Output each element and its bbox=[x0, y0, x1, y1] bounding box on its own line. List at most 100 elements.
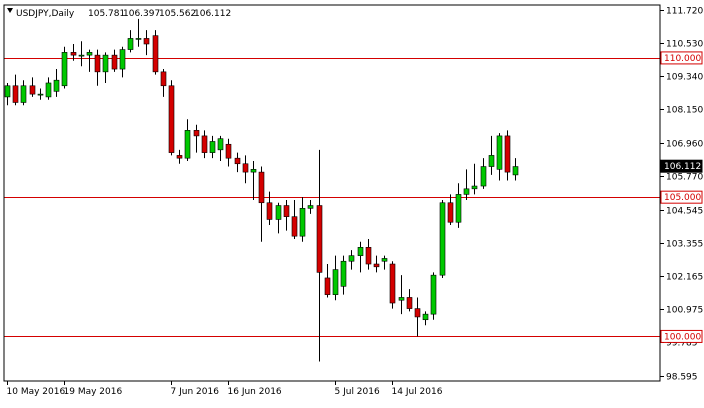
plot-frame bbox=[3, 4, 661, 382]
candle-body bbox=[94, 54, 101, 73]
candles bbox=[4, 18, 519, 362]
candle-body bbox=[365, 247, 372, 265]
x-tick-label: 10 May 2016 bbox=[7, 387, 66, 397]
candle-body bbox=[119, 49, 126, 70]
y-tick-label: 103.355 bbox=[666, 240, 703, 250]
current-price-label-box bbox=[660, 159, 703, 173]
candle bbox=[37, 88, 44, 100]
candle-body bbox=[29, 85, 36, 95]
chart-header-symbol: USDJPY,Daily bbox=[16, 9, 75, 19]
candle-body bbox=[234, 157, 241, 165]
candle-body bbox=[4, 85, 11, 98]
level-label-0-text: 110.000 bbox=[664, 54, 701, 64]
candle bbox=[357, 241, 364, 273]
candle-body bbox=[488, 155, 495, 167]
candle-body bbox=[225, 143, 232, 159]
candle-body bbox=[357, 247, 364, 256]
y-tick-label: 110.530 bbox=[666, 40, 703, 50]
candle bbox=[70, 43, 77, 61]
candle-body bbox=[78, 54, 85, 57]
level-label-0-box bbox=[660, 51, 703, 65]
level-label-2-box bbox=[660, 329, 703, 343]
candle-body bbox=[127, 38, 134, 50]
candle bbox=[422, 311, 429, 326]
candle-body bbox=[217, 138, 224, 151]
candle-body bbox=[496, 135, 503, 170]
candle-body bbox=[291, 216, 298, 237]
candle bbox=[512, 158, 519, 181]
candle bbox=[102, 52, 109, 83]
candle bbox=[455, 183, 462, 228]
candle-body bbox=[406, 297, 413, 309]
candle-body bbox=[184, 130, 191, 159]
candle-body bbox=[12, 85, 19, 103]
candle bbox=[168, 80, 175, 156]
candle bbox=[471, 163, 478, 195]
level-label-1-box bbox=[660, 190, 703, 204]
candle-body bbox=[275, 205, 282, 220]
candle-body bbox=[480, 166, 487, 187]
y-axis: 111.720 110.530 109.340 108.150 106.960 105.7… bbox=[660, 7, 703, 383]
candle-body bbox=[86, 52, 93, 56]
candle bbox=[316, 149, 323, 362]
candle bbox=[152, 30, 159, 75]
y-tick-label: 100.975 bbox=[666, 306, 703, 316]
candle-body bbox=[209, 141, 216, 153]
candle bbox=[119, 46, 126, 78]
candle-body bbox=[176, 155, 183, 159]
y-tick-label: 98.595 bbox=[666, 373, 698, 383]
candle bbox=[266, 191, 273, 226]
candle-body bbox=[45, 82, 52, 98]
y-tick-label: 108.150 bbox=[666, 106, 703, 116]
candle bbox=[225, 138, 232, 167]
candle bbox=[348, 250, 355, 270]
candle-body bbox=[316, 205, 323, 273]
candle-body bbox=[340, 260, 347, 287]
candle bbox=[20, 80, 27, 106]
candle bbox=[45, 77, 52, 100]
candle bbox=[258, 166, 265, 242]
candle-body bbox=[160, 71, 167, 87]
candle bbox=[324, 264, 331, 298]
candle bbox=[127, 30, 134, 53]
candle bbox=[4, 82, 11, 106]
candle bbox=[430, 272, 437, 320]
candle bbox=[307, 199, 314, 214]
candle bbox=[463, 169, 470, 200]
candle bbox=[373, 255, 380, 273]
candle-body bbox=[250, 169, 257, 173]
candle bbox=[381, 255, 388, 270]
chart-header-close: 106.112 bbox=[194, 9, 231, 19]
chart-header-marker-icon bbox=[7, 8, 13, 13]
candle-body bbox=[447, 202, 454, 223]
candle-body bbox=[53, 79, 60, 92]
candle bbox=[398, 275, 405, 315]
candle bbox=[340, 255, 347, 295]
candle bbox=[488, 135, 495, 175]
candle-body bbox=[266, 202, 273, 220]
candle-body bbox=[152, 35, 159, 73]
candle-body bbox=[324, 277, 331, 295]
chart-header-open: 105.781 bbox=[88, 9, 125, 19]
candle-body bbox=[61, 52, 68, 87]
candle bbox=[291, 199, 298, 239]
x-tick-label: 5 Jul 2016 bbox=[335, 387, 380, 397]
candle-body bbox=[398, 297, 405, 301]
candle-body bbox=[283, 205, 290, 217]
candle bbox=[439, 199, 446, 278]
candle-body bbox=[168, 85, 175, 153]
candle bbox=[78, 41, 85, 67]
candle-body bbox=[439, 202, 446, 276]
candle-body bbox=[389, 263, 396, 304]
x-tick-label: 14 Jul 2016 bbox=[392, 387, 443, 397]
candle-body bbox=[373, 263, 380, 268]
level-label-2-text: 100.000 bbox=[664, 332, 701, 342]
candle-body bbox=[471, 185, 478, 190]
candle bbox=[365, 238, 372, 270]
candle bbox=[53, 69, 60, 97]
candle bbox=[414, 297, 421, 337]
y-tick-label: 99.785 bbox=[666, 339, 698, 349]
candle bbox=[143, 30, 150, 56]
